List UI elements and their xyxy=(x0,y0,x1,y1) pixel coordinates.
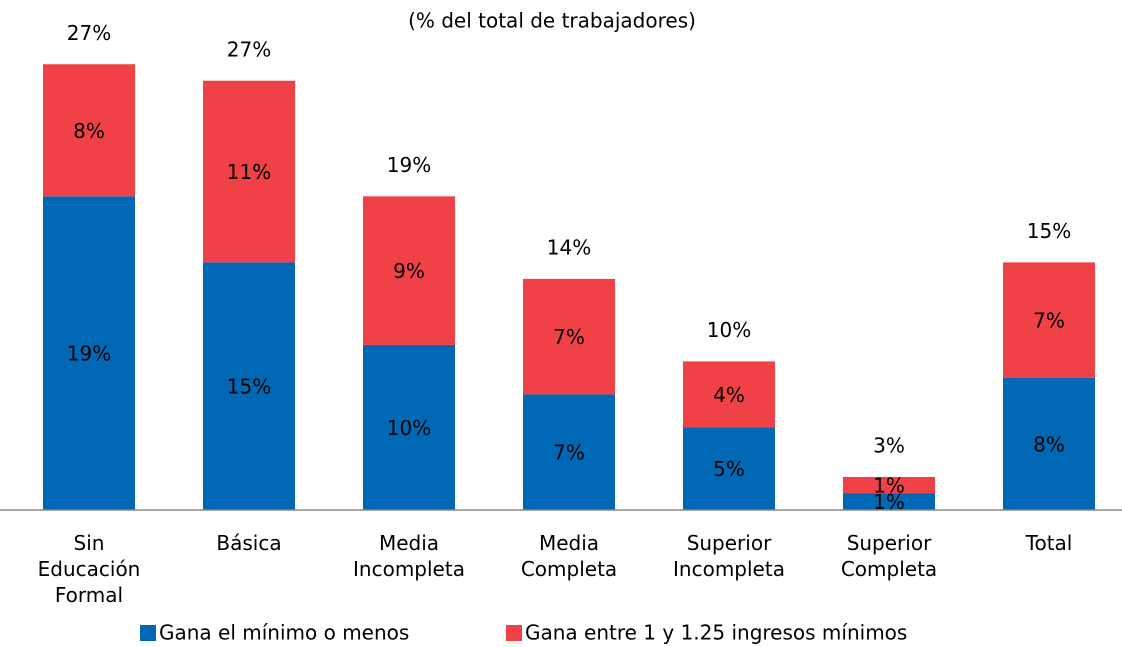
x-tick-label: Media Completa xyxy=(521,531,617,581)
data-label: 11% xyxy=(227,160,271,184)
bar-segment xyxy=(363,344,455,510)
bar-segment xyxy=(203,262,295,510)
data-label: 19% xyxy=(67,342,111,366)
bar-segment xyxy=(843,493,935,510)
data-label: 10% xyxy=(387,416,431,440)
x-tick-label: Básica xyxy=(216,531,281,555)
total-label: 27% xyxy=(227,37,271,61)
bar-segment xyxy=(683,427,775,510)
bar-segment xyxy=(363,196,455,345)
bar-segment xyxy=(523,394,615,510)
data-label: 5% xyxy=(713,457,745,481)
total-label: 3% xyxy=(873,433,905,457)
x-tick-label: Superior Completa xyxy=(841,531,937,581)
data-label: 8% xyxy=(73,119,105,143)
bar-segment xyxy=(843,476,935,494)
x-tick-label: Media Incompleta xyxy=(353,531,465,581)
total-label: 14% xyxy=(547,235,591,259)
data-label: 1% xyxy=(873,474,905,498)
legend-swatch xyxy=(506,625,522,641)
data-label: 7% xyxy=(1033,309,1065,333)
bar-segment xyxy=(43,196,135,510)
legend-label: Gana el mínimo o menos xyxy=(159,621,409,645)
total-label: 27% xyxy=(67,21,111,45)
bar-segment xyxy=(1003,262,1095,378)
legend-swatch xyxy=(140,625,156,641)
total-label: 15% xyxy=(1027,219,1071,243)
bar-segment xyxy=(1003,377,1095,510)
data-label: 8% xyxy=(1033,432,1065,456)
bar-segment xyxy=(683,361,775,428)
bar-segment xyxy=(523,278,615,395)
chart-title: (% del total de trabajadores) xyxy=(408,9,696,33)
x-tick-label: Total xyxy=(1025,531,1073,555)
total-label: 19% xyxy=(387,153,431,177)
data-label: 4% xyxy=(713,383,745,407)
total-label: 10% xyxy=(707,318,751,342)
data-label: 15% xyxy=(227,375,271,399)
data-label: 7% xyxy=(553,441,585,465)
bar-segment xyxy=(43,64,135,197)
data-label: 9% xyxy=(393,259,425,283)
x-tick-label: Sin Educación Formal xyxy=(38,531,141,607)
x-tick-label: Superior Incompleta xyxy=(673,531,785,581)
data-label: 7% xyxy=(553,325,585,349)
bar-segment xyxy=(203,80,295,263)
legend-label: Gana entre 1 y 1.25 ingresos mínimos xyxy=(525,621,907,645)
